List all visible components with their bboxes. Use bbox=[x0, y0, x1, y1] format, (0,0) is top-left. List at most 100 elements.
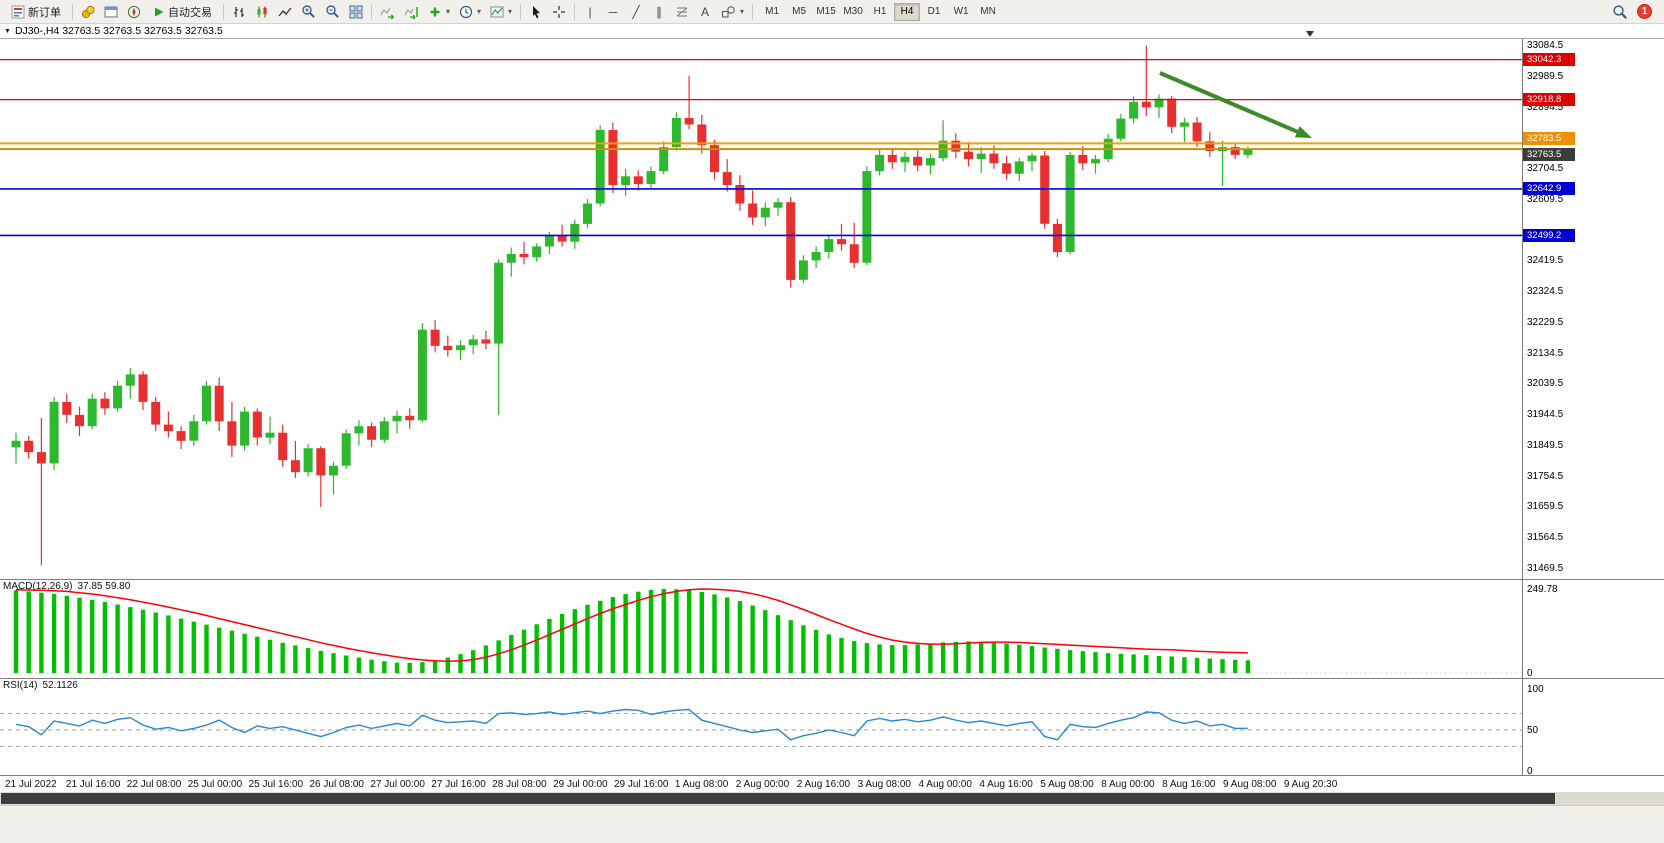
macd-histogram-bar bbox=[191, 621, 196, 673]
zoom-out-icon bbox=[325, 4, 340, 19]
timeframe-button-mn[interactable]: MN bbox=[975, 3, 1001, 21]
symbol-dropdown-icon[interactable]: ▼ bbox=[4, 27, 11, 35]
candle-body bbox=[862, 171, 872, 263]
shapes-icon bbox=[721, 5, 736, 19]
horizontal-line-button[interactable]: ─ bbox=[602, 2, 624, 22]
tile-windows-button[interactable] bbox=[345, 2, 367, 22]
rsi-axis-label: 50 bbox=[1527, 725, 1539, 736]
candle-body bbox=[303, 448, 313, 473]
timeframe-button-m15[interactable]: M15 bbox=[813, 3, 839, 21]
data-window-button[interactable] bbox=[100, 2, 122, 22]
text-tool-button[interactable]: A bbox=[694, 2, 716, 22]
bar-chart-button[interactable] bbox=[228, 2, 250, 22]
search-button[interactable] bbox=[1608, 2, 1632, 22]
notification-badge[interactable]: 1 bbox=[1637, 4, 1652, 19]
indicators-button[interactable]: ▾ bbox=[424, 2, 454, 22]
zoom-in-button[interactable] bbox=[297, 2, 320, 22]
time-axis-label: 2 Aug 00:00 bbox=[735, 779, 790, 790]
chart-shift-marker[interactable] bbox=[1306, 31, 1314, 37]
timeframe-button-m5[interactable]: M5 bbox=[786, 3, 812, 21]
rsi-row: RSI(14) 52.1126 100 50 0 bbox=[0, 678, 1664, 777]
timeframe-button-d1[interactable]: D1 bbox=[921, 3, 947, 21]
auto-scroll-button[interactable] bbox=[376, 2, 399, 22]
macd-plot[interactable]: MACD(12,26,9) 37.85 59.80 bbox=[0, 580, 1522, 678]
rsi-plot[interactable]: RSI(14) 52.1126 bbox=[0, 679, 1522, 775]
macd-histogram-bar bbox=[585, 604, 590, 673]
price-axis-tick: 31564.5 bbox=[1527, 532, 1564, 543]
trendline-button[interactable]: ╱ bbox=[625, 2, 647, 22]
line-chart-button[interactable] bbox=[274, 2, 296, 22]
vertical-line-button[interactable]: | bbox=[579, 2, 601, 22]
candle-body bbox=[494, 262, 504, 344]
crosshair-button[interactable] bbox=[548, 2, 570, 22]
time-axis[interactable]: 21 Jul 2022 21 Jul 16:00 22 Jul 08:00 25 Ju… bbox=[0, 775, 1664, 792]
candle-body bbox=[354, 426, 364, 434]
candle-body bbox=[1179, 122, 1189, 127]
zoom-out-button[interactable] bbox=[321, 2, 344, 22]
price-axis[interactable]: 33084.5 32989.5 32894.5 32704.5 32609.5 32419… bbox=[1522, 39, 1664, 579]
time-axis-label: 25 Jul 16:00 bbox=[248, 779, 304, 790]
periods-button[interactable]: ▾ bbox=[455, 2, 485, 22]
timeframe-button-h1[interactable]: H1 bbox=[867, 3, 893, 21]
candlestick-chart[interactable] bbox=[0, 39, 1522, 579]
macd-histogram-bar bbox=[661, 589, 666, 673]
macd-histogram-bar bbox=[509, 635, 514, 673]
price-badge: 32918.8 bbox=[1523, 93, 1575, 107]
channel-button[interactable]: ∥ bbox=[648, 2, 670, 22]
candle-body bbox=[163, 424, 173, 432]
macd-axis[interactable]: 249.78 0 bbox=[1522, 580, 1664, 679]
candlestick-chart-button[interactable] bbox=[251, 2, 273, 22]
time-axis-label: 8 Aug 00:00 bbox=[1101, 779, 1155, 790]
candle-body bbox=[519, 254, 529, 258]
macd-histogram-bar bbox=[1017, 644, 1022, 673]
price-axis-tick: 32134.5 bbox=[1527, 347, 1564, 359]
macd-histogram-bar bbox=[725, 597, 730, 673]
macd-histogram-bar bbox=[1182, 657, 1187, 673]
cursor-button[interactable] bbox=[525, 2, 547, 22]
candle-body bbox=[608, 130, 618, 185]
macd-histogram-bar bbox=[1106, 653, 1111, 673]
price-axis-tick: 32989.5 bbox=[1527, 70, 1564, 82]
macd-histogram-bar bbox=[890, 645, 895, 673]
macd-histogram-bar bbox=[102, 602, 108, 673]
timeframe-button-m1[interactable]: M1 bbox=[759, 3, 785, 21]
time-axis-label: 4 Aug 16:00 bbox=[979, 779, 1033, 790]
navigator-button[interactable] bbox=[123, 2, 145, 22]
timeframe-button-h4[interactable]: H4 bbox=[894, 2, 921, 21]
horizontal-scrollbar[interactable] bbox=[0, 792, 1664, 805]
market-watch-button[interactable] bbox=[77, 2, 99, 22]
main-chart-plot[interactable] bbox=[0, 39, 1522, 579]
chart-shift-button[interactable] bbox=[400, 2, 423, 22]
macd-histogram-bar bbox=[331, 653, 336, 673]
fibonacci-button[interactable] bbox=[671, 2, 693, 22]
macd-histogram-bar bbox=[471, 650, 476, 673]
macd-histogram-bar bbox=[1131, 654, 1136, 673]
rsi-axis[interactable]: 100 50 0 bbox=[1522, 679, 1664, 777]
candle-body bbox=[1027, 155, 1037, 162]
vertical-line-icon: | bbox=[588, 4, 592, 19]
time-axis-label: 21 Jul 16:00 bbox=[65, 779, 121, 790]
channel-icon: ∥ bbox=[656, 4, 663, 19]
trend-arrow-head bbox=[1294, 126, 1312, 138]
new-order-button[interactable]: 新订单 bbox=[4, 2, 68, 22]
auto-trading-button[interactable]: 自动交易 bbox=[146, 2, 219, 22]
macd-histogram-bar bbox=[128, 607, 133, 673]
macd-histogram-bar bbox=[953, 641, 958, 673]
candle-body bbox=[583, 203, 592, 224]
candle-body bbox=[621, 176, 631, 185]
toolbar-separator bbox=[520, 3, 522, 20]
chart-shift-icon bbox=[404, 5, 419, 19]
candlestick-icon bbox=[255, 5, 269, 19]
macd-histogram-bar bbox=[496, 640, 501, 673]
scrollbar-thumb[interactable] bbox=[1, 793, 1555, 804]
candle-body bbox=[633, 176, 643, 185]
shapes-button[interactable]: ▾ bbox=[717, 2, 748, 22]
timeframe-button-w1[interactable]: W1 bbox=[948, 3, 974, 21]
timeframe-button-m30[interactable]: M30 bbox=[840, 3, 866, 21]
macd-histogram-bar bbox=[864, 643, 870, 673]
templates-button[interactable]: ▾ bbox=[486, 2, 516, 22]
candle-body bbox=[176, 431, 186, 441]
candle-body bbox=[913, 156, 923, 166]
macd-histogram-bar bbox=[90, 599, 95, 673]
time-axis-label: 9 Aug 08:00 bbox=[1223, 779, 1277, 790]
